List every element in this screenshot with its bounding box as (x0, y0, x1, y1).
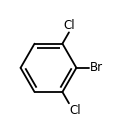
Text: Br: Br (90, 61, 103, 74)
Text: Cl: Cl (69, 104, 81, 117)
Text: Cl: Cl (63, 19, 75, 32)
